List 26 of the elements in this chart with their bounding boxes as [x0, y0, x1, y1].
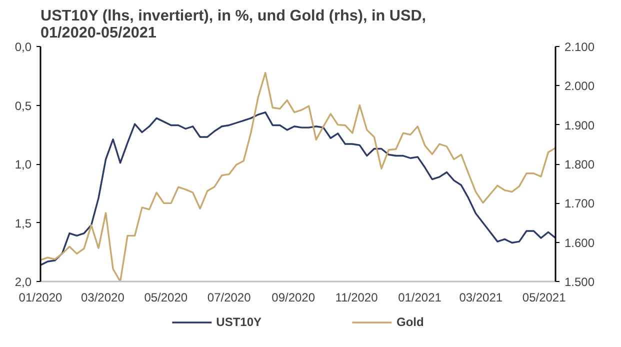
legend-label: UST10Y — [216, 315, 262, 329]
x-tick-label: 07/2020 — [207, 290, 252, 304]
x-tick-label: 01/2021 — [398, 290, 442, 304]
chart-title: UST10Y (lhs, invertiert), in %, und Gold (rhs), in USD, 01/2020-05/2021 — [40, 8, 426, 42]
y-tick-label: 1,0 — [14, 158, 32, 172]
x-tick-label: 03/2021 — [459, 290, 503, 304]
y2-tick-label: 1.900 — [564, 118, 595, 132]
y-tick-label: 1,5 — [14, 216, 32, 230]
x-tick-label: 05/2020 — [144, 290, 188, 304]
line-series — [40, 72, 556, 282]
y-tick-label: 0,0 — [14, 40, 32, 54]
line-series — [40, 111, 556, 266]
y2-tick-label: 1.600 — [564, 236, 595, 250]
x-tick-label: 11/2020 — [335, 290, 378, 304]
y2-tick-label: 1.500 — [564, 275, 595, 289]
x-tick-label: 05/2021 — [522, 290, 566, 304]
y-tick-label: 2,0 — [14, 275, 32, 289]
y2-tick-label: 2.000 — [564, 79, 595, 94]
x-tick-label: 03/2020 — [80, 290, 125, 304]
x-tick-label: 09/2020 — [272, 290, 316, 304]
y2-tick-label: 1.700 — [564, 196, 595, 211]
y-tick-label: 0,5 — [14, 98, 32, 113]
legend-label: Gold — [396, 315, 424, 329]
y2-tick-label: 1.800 — [564, 158, 595, 172]
x-tick-label: 01/2020 — [18, 290, 63, 304]
y2-tick-label: 2.100 — [564, 40, 595, 54]
